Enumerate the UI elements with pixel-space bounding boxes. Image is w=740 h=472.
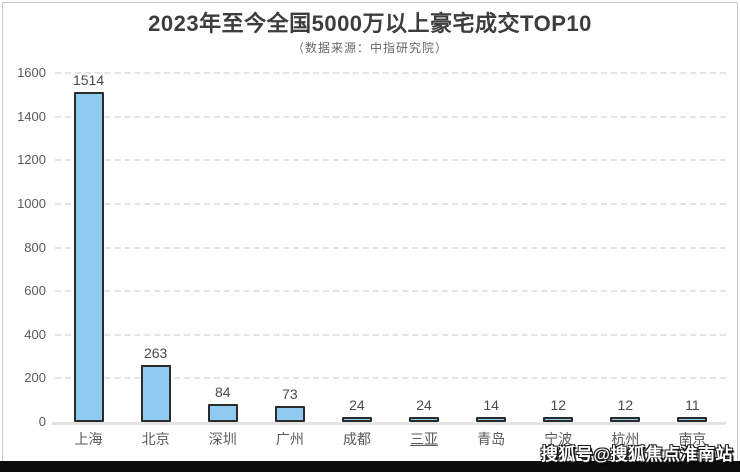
bar (610, 417, 641, 422)
gridline (55, 202, 726, 205)
bar (476, 417, 507, 422)
bar (409, 417, 440, 422)
gridline (55, 72, 726, 74)
y-axis-tick-label: 200 (24, 370, 46, 386)
y-axis-tick-label: 1600 (17, 65, 46, 80)
y-axis-tick-label: 600 (24, 283, 46, 299)
y-axis-tick-label: 800 (24, 239, 46, 255)
y-axis-tick-label: 1000 (17, 195, 46, 211)
chart-header: 2023年至今全国5000万以上豪宅成交TOP10 （数据来源：中指研究院） (0, 10, 740, 56)
bar (140, 365, 171, 422)
watermark: 搜狐号@搜狐焦点淮南站 (540, 445, 733, 464)
bar-value-label: 11 (685, 397, 700, 413)
gridline (55, 290, 726, 293)
bar-value-label: 1514 (72, 72, 105, 88)
x-axis-category-label: 成都 (342, 431, 371, 447)
x-axis-category-label: 深圳 (208, 431, 237, 447)
bar (341, 417, 372, 422)
bar (73, 92, 104, 422)
x-axis-category-label: 青岛 (477, 431, 506, 447)
y-axis-tick-label: 400 (24, 326, 46, 342)
x-axis-line (52, 422, 726, 425)
x-axis-category-label: 南京 (678, 431, 707, 447)
y-axis-tick-label: 0 (38, 414, 46, 429)
gridline (55, 115, 726, 118)
y-axis-tick-label: 1200 (17, 152, 46, 168)
bar-value-label: 263 (143, 345, 168, 361)
bottom-black-bar (0, 461, 740, 472)
gridline (55, 246, 726, 249)
bar-value-label: 73 (282, 386, 298, 402)
gridline (55, 159, 726, 162)
bar (543, 417, 574, 422)
gridline (55, 377, 726, 380)
bar (207, 404, 238, 422)
chart-title: 2023年至今全国5000万以上豪宅成交TOP10 (148, 11, 592, 36)
bar-value-label: 12 (617, 397, 634, 413)
x-axis-category-label: 广州 (275, 431, 304, 447)
x-axis-category-label: 杭州 (611, 431, 640, 447)
bar-value-label: 84 (214, 384, 231, 400)
chart-subtitle: （数据来源：中指研究院） (291, 41, 448, 55)
bar-value-label: 24 (349, 397, 365, 413)
bar (677, 417, 708, 422)
gridline (55, 333, 726, 336)
bar-value-label: 12 (550, 397, 567, 413)
x-axis-category-label: 上海 (74, 431, 103, 447)
bar-value-label: 14 (483, 397, 499, 413)
y-axis-tick-label: 1400 (17, 108, 46, 124)
x-axis-category-label: 宁波 (544, 431, 573, 447)
bar-value-label: 24 (416, 397, 432, 413)
x-axis-category-label: 北京 (141, 431, 170, 447)
bar (274, 406, 305, 422)
x-axis-category-label: 三亚 (410, 431, 439, 447)
